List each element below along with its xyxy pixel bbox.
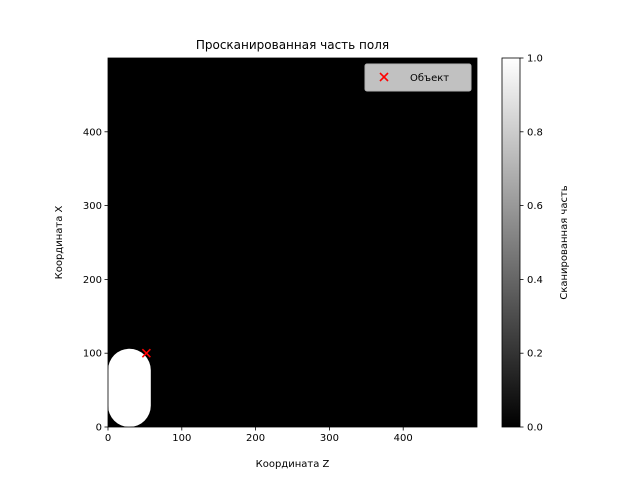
y-axis-label: Координата X: [54, 205, 65, 279]
y-tick-label: 300: [83, 201, 102, 212]
plot-frame: [107, 57, 478, 428]
legend-label-object: Объект: [410, 73, 449, 84]
colorbar-tick-label: 0.2: [527, 349, 543, 360]
colorbar-label: Сканированная часть: [559, 185, 570, 299]
colorbar-tick-label: 0.4: [527, 275, 543, 286]
x-axis-ticks: 0 100 200 300 400: [105, 427, 413, 444]
scanned-region: [108, 348, 151, 427]
x-tick-label: 400: [394, 433, 413, 444]
object-marker: [141, 348, 151, 358]
x-tick-label: 300: [320, 433, 339, 444]
legend-marker-x: [379, 72, 389, 82]
legend-box: [364, 63, 472, 92]
x-tick-label: 100: [172, 433, 191, 444]
heatmap-background: [108, 58, 477, 427]
scanned-region-layer: [108, 348, 151, 427]
colorbar: [501, 57, 521, 428]
y-tick-label: 100: [83, 349, 102, 360]
x-tick-label: 200: [246, 433, 265, 444]
x-tick-label: 0: [105, 433, 111, 444]
legend: Объект: [364, 63, 472, 92]
chart-title: Просканированная часть поля: [196, 38, 389, 52]
colorbar-tick-label: 0.0: [527, 423, 543, 434]
colorbar-tick-label: 1.0: [527, 54, 543, 65]
y-axis-ticks: 0 100 200 300 400: [83, 127, 108, 434]
y-tick-label: 400: [83, 127, 102, 138]
x-axis-label: Координата Z: [256, 459, 330, 470]
colorbar-tick-label: 0.6: [527, 201, 543, 212]
legend-marker-object: [379, 72, 389, 82]
object-layer: [141, 348, 151, 358]
y-tick-label: 0: [96, 423, 102, 434]
colorbar-tick-label: 0.8: [527, 127, 543, 138]
colorbar-ticks: 0.0 0.2 0.4 0.6 0.8 1.0: [520, 54, 543, 434]
y-tick-label: 200: [83, 275, 102, 286]
